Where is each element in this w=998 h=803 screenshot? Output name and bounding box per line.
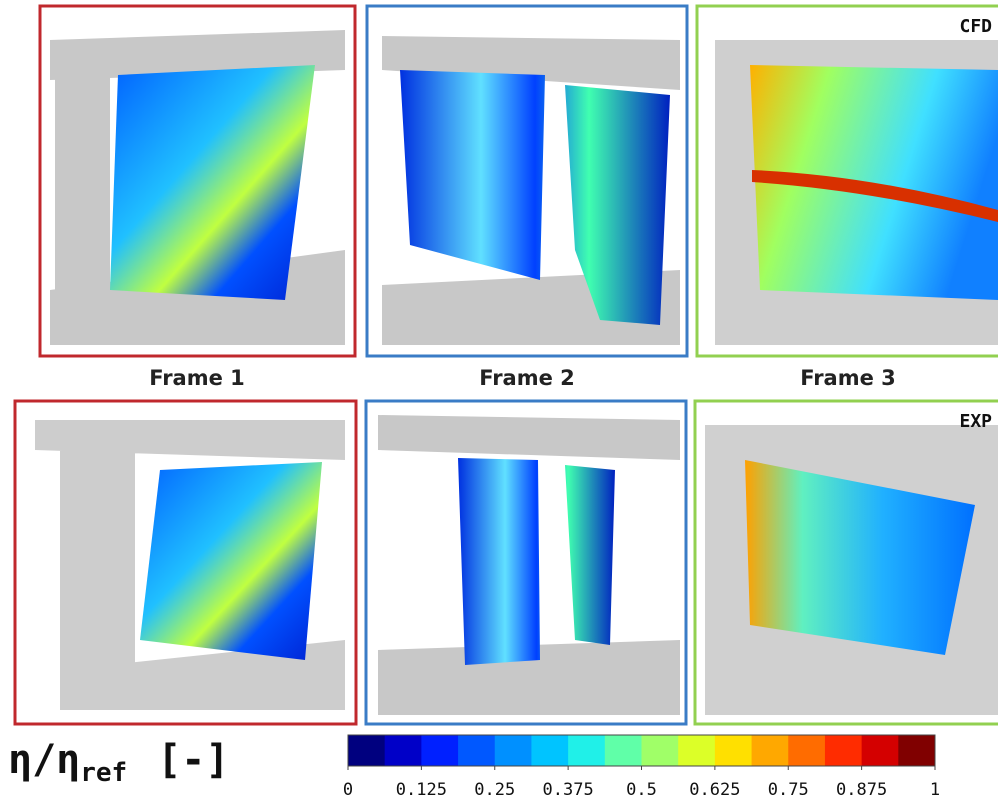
colorbar-tick-label: 0.75 [768, 780, 809, 800]
colorbar-band [642, 735, 679, 766]
contour [140, 462, 322, 660]
frame-label: Frame 2 [479, 366, 575, 390]
colorbar-band [458, 735, 495, 766]
colorbar-band [788, 735, 825, 766]
quantity: η/η [8, 737, 80, 783]
colorbar-band [421, 735, 458, 766]
colorbar-tick-label: 0.125 [396, 780, 447, 800]
colorbar-band [715, 735, 752, 766]
frame-label: Frame 3 [800, 366, 896, 390]
contour [110, 65, 315, 300]
colorbar: 0 0.125 0.25 0.375 0.5 0.625 0.75 0.875 1 [343, 735, 940, 800]
colorbar-tick-label: 0 [343, 780, 353, 800]
unit: [-] [157, 737, 229, 783]
colorbar-band [605, 735, 642, 766]
colorbar-band [678, 735, 715, 766]
colorbar-band [898, 735, 935, 766]
colorbar-tick-label: 0.375 [543, 780, 594, 800]
contour [458, 458, 615, 665]
colorbar-band [825, 735, 862, 766]
colorbar-tick-label: 0.875 [836, 780, 887, 800]
panels [15, 6, 998, 724]
colorbar-band [531, 735, 568, 766]
row-label: EXP [959, 411, 992, 432]
colorbar-tick-label: 0.25 [474, 780, 515, 800]
colorbar-label: η/ηref [-] [8, 737, 229, 788]
colorbar-tick-label: 0.5 [626, 780, 657, 800]
colorbar-band [752, 735, 789, 766]
colorbar-band [348, 735, 385, 766]
colorbar-tick-label: 0.625 [689, 780, 740, 800]
colorbar-band [862, 735, 899, 766]
colorbar-band [495, 735, 532, 766]
colorbar-band [385, 735, 422, 766]
figure: Frame 1 Frame 2 Frame 3 CFD EXP η/ηref [-… [0, 0, 998, 803]
quantity-subscript: ref [80, 758, 127, 788]
colorbar-tick-label: 1 [930, 780, 940, 800]
frame-label: Frame 1 [149, 366, 245, 390]
row-label: CFD [959, 16, 992, 37]
colorbar-band [568, 735, 605, 766]
